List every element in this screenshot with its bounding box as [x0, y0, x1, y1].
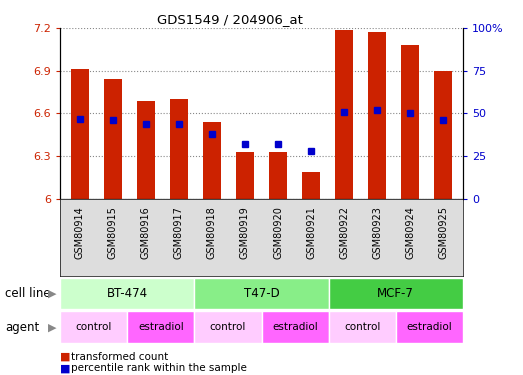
Bar [127, 311, 195, 343]
Text: GDS1549 / 204906_at: GDS1549 / 204906_at [157, 13, 303, 26]
Text: control: control [344, 322, 380, 332]
Text: T47-D: T47-D [244, 287, 279, 300]
Text: GSM80914: GSM80914 [75, 206, 85, 259]
Text: estradiol: estradiol [272, 322, 318, 332]
Bar [269, 152, 287, 199]
Text: control: control [75, 322, 112, 332]
Text: ▶: ▶ [48, 288, 56, 298]
Text: transformed count: transformed count [71, 352, 168, 362]
Bar [302, 172, 320, 199]
Text: GSM80922: GSM80922 [339, 206, 349, 260]
Bar [170, 99, 188, 199]
Bar [195, 311, 262, 343]
Text: ▶: ▶ [48, 322, 56, 332]
Text: ■: ■ [60, 352, 71, 362]
Text: GSM80923: GSM80923 [372, 206, 382, 260]
Bar [236, 152, 254, 199]
Text: percentile rank within the sample: percentile rank within the sample [71, 363, 246, 373]
Text: GSM80915: GSM80915 [108, 206, 118, 260]
Bar [60, 311, 127, 343]
Bar [396, 311, 463, 343]
Text: cell line: cell line [5, 287, 51, 300]
Text: GSM80917: GSM80917 [174, 206, 184, 260]
Text: estradiol: estradiol [138, 322, 184, 332]
Text: agent: agent [5, 321, 39, 334]
Bar [401, 45, 419, 199]
Bar [60, 278, 195, 309]
Bar [262, 311, 328, 343]
Bar [328, 311, 396, 343]
Text: GSM80919: GSM80919 [240, 206, 250, 259]
Text: GSM80925: GSM80925 [438, 206, 448, 260]
Text: GSM80916: GSM80916 [141, 206, 151, 259]
Text: MCF-7: MCF-7 [377, 287, 414, 300]
Text: GSM80921: GSM80921 [306, 206, 316, 260]
Bar [368, 32, 386, 199]
Bar [203, 122, 221, 199]
Text: BT-474: BT-474 [107, 287, 148, 300]
Text: estradiol: estradiol [406, 322, 452, 332]
Bar [104, 80, 122, 199]
Text: control: control [210, 322, 246, 332]
Bar [434, 71, 452, 199]
Text: GSM80918: GSM80918 [207, 206, 217, 259]
Text: GSM80924: GSM80924 [405, 206, 415, 260]
Bar [195, 278, 328, 309]
Bar [335, 30, 353, 199]
Text: GSM80920: GSM80920 [273, 206, 283, 260]
Bar [328, 278, 463, 309]
Text: ■: ■ [60, 363, 71, 373]
Bar [71, 69, 89, 199]
Bar [137, 100, 155, 199]
